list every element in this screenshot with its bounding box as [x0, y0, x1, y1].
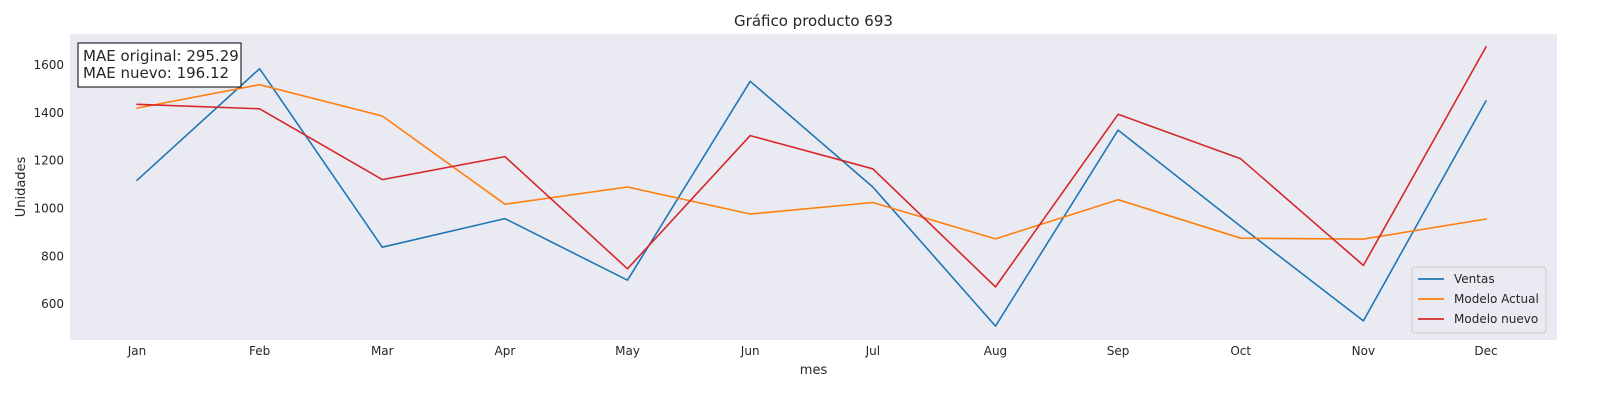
y-axis-label: Unidades: [14, 156, 29, 217]
legend-label-modelo-nuevo: Modelo nuevo: [1454, 312, 1538, 326]
y-tick-label: 800: [41, 249, 64, 263]
x-tick-label: May: [615, 344, 640, 358]
legend: Ventas Modelo Actual Modelo nuevo: [1411, 266, 1547, 334]
x-tick-label: Sep: [1107, 344, 1130, 358]
x-tick-label: Aug: [984, 344, 1007, 358]
y-tick-label: 1000: [33, 202, 64, 216]
series-line-modelo-nuevo: [136, 46, 1487, 288]
series-lines: [136, 46, 1487, 327]
annotation-frame: [77, 42, 242, 88]
x-tick-label: Jun: [740, 344, 760, 358]
x-tick-label: Jan: [127, 344, 147, 358]
annotation-line-mae-nuevo: MAE nuevo: 196.12: [83, 64, 229, 82]
series-line-ventas: [136, 67, 1487, 327]
mae-annotation: MAE original: 295.29 MAE nuevo: 196.12: [77, 42, 242, 88]
x-tick-label: Oct: [1230, 344, 1251, 358]
x-tick-label: Jul: [865, 344, 880, 358]
plot-area: [70, 34, 1557, 340]
x-axis-label: mes: [800, 363, 828, 378]
x-tick-label: Apr: [495, 344, 516, 358]
y-axis: 600 800 1000 1200 1400 1600: [33, 58, 64, 311]
x-tick-label: Nov: [1352, 344, 1375, 358]
series-line-modelo-actual: [136, 83, 1487, 240]
y-tick-label: 1600: [33, 58, 64, 72]
legend-label-ventas: Ventas: [1454, 272, 1495, 286]
x-tick-label: Mar: [371, 344, 394, 358]
y-tick-label: 600: [41, 297, 64, 311]
legend-label-modelo-actual: Modelo Actual: [1454, 292, 1539, 306]
legend-frame: [1411, 266, 1547, 334]
y-tick-label: 1200: [33, 154, 64, 168]
x-tick-label: Dec: [1474, 344, 1497, 358]
chart-title: Gráfico producto 693: [734, 12, 893, 30]
x-tick-label: Feb: [249, 344, 270, 358]
y-tick-label: 1400: [33, 106, 64, 120]
x-axis: Jan Feb Mar Apr May Jun Jul Aug Sep Oct Nov Dec: [127, 344, 1498, 358]
annotation-line-mae-original: MAE original: 295.29: [83, 47, 239, 65]
